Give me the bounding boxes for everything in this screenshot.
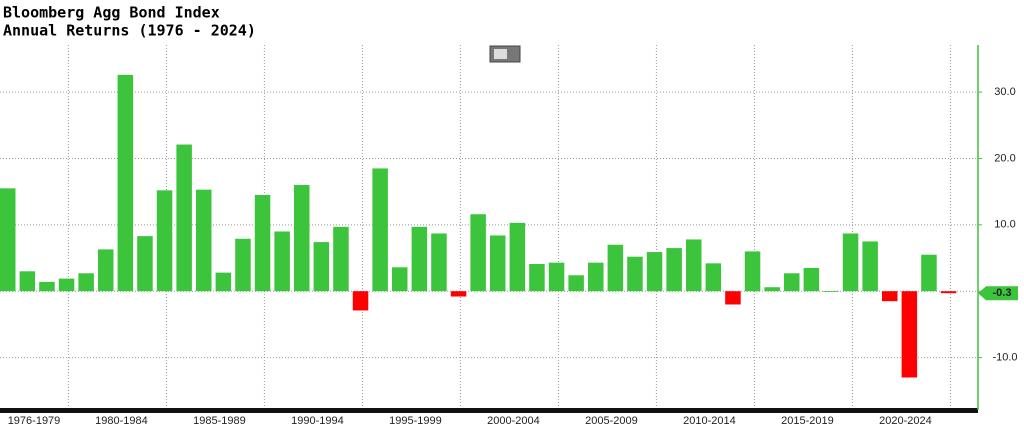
bar (686, 239, 702, 292)
bar (333, 226, 349, 292)
bar (19, 271, 36, 292)
bar (431, 233, 447, 292)
bar (274, 231, 290, 292)
bar (882, 291, 898, 302)
bar (39, 281, 55, 292)
last-value-label: -0.3 (993, 287, 1012, 299)
bar (156, 190, 173, 292)
bar (450, 291, 467, 297)
bar (725, 291, 741, 305)
bar (58, 278, 75, 292)
x-tick-label: 1985-1989 (193, 415, 246, 427)
bar (784, 273, 800, 292)
x-tick-label: 2005-2009 (585, 415, 638, 427)
chart-title: Bloomberg Agg Bond Index (3, 4, 220, 22)
bar (744, 251, 761, 292)
y-tick-label: 10.0 (994, 219, 1015, 231)
bar (548, 262, 565, 292)
bar (509, 222, 526, 292)
bar (98, 249, 114, 292)
bar (666, 248, 682, 292)
last-value-tag (978, 286, 1018, 301)
button-icon (494, 49, 507, 59)
chart-type-button[interactable] (489, 45, 521, 63)
bar (352, 291, 369, 311)
bar (529, 263, 545, 292)
bar (78, 273, 94, 292)
y-tick-label: -10.0 (992, 351, 1017, 363)
bar (411, 226, 428, 292)
bar (117, 74, 134, 292)
x-tick-label: 2010-2014 (683, 415, 736, 427)
bar (196, 189, 212, 292)
bar (254, 194, 271, 292)
y-tick-label: 20.0 (994, 152, 1015, 164)
x-tick-label: 1976-1979 (8, 415, 61, 427)
x-axis-band (0, 408, 978, 413)
bar (137, 236, 153, 292)
bar (921, 254, 937, 292)
x-tick-label: 1980-1984 (95, 415, 148, 427)
bar (705, 263, 722, 292)
x-tick-label: 1995-1999 (389, 415, 442, 427)
bar (627, 256, 643, 292)
bar (470, 214, 486, 292)
x-tick-label: 2020-2024 (879, 415, 932, 427)
bar (764, 287, 780, 292)
x-tick-label: 2015-2019 (781, 415, 834, 427)
bar (392, 267, 408, 292)
bar (313, 242, 330, 292)
bar (862, 241, 878, 292)
bar (176, 144, 192, 292)
x-tick-label: 1990-1994 (291, 415, 344, 427)
bar (568, 275, 584, 292)
bar (842, 233, 859, 292)
y-tick-label: 30.0 (994, 86, 1015, 98)
bar (294, 185, 310, 292)
bar (803, 267, 820, 292)
bar (215, 272, 232, 292)
bar (0, 188, 16, 292)
bar (490, 235, 506, 292)
bar (588, 262, 604, 292)
bar (646, 252, 663, 292)
bar (607, 244, 624, 292)
bar (372, 168, 388, 292)
x-tick-label: 2000-2004 (487, 415, 540, 427)
bar (823, 291, 839, 293)
bar (940, 291, 957, 294)
bar (235, 238, 251, 292)
chart-subtitle: Annual Returns (1976 - 2024) (3, 22, 256, 40)
bar (901, 291, 918, 378)
